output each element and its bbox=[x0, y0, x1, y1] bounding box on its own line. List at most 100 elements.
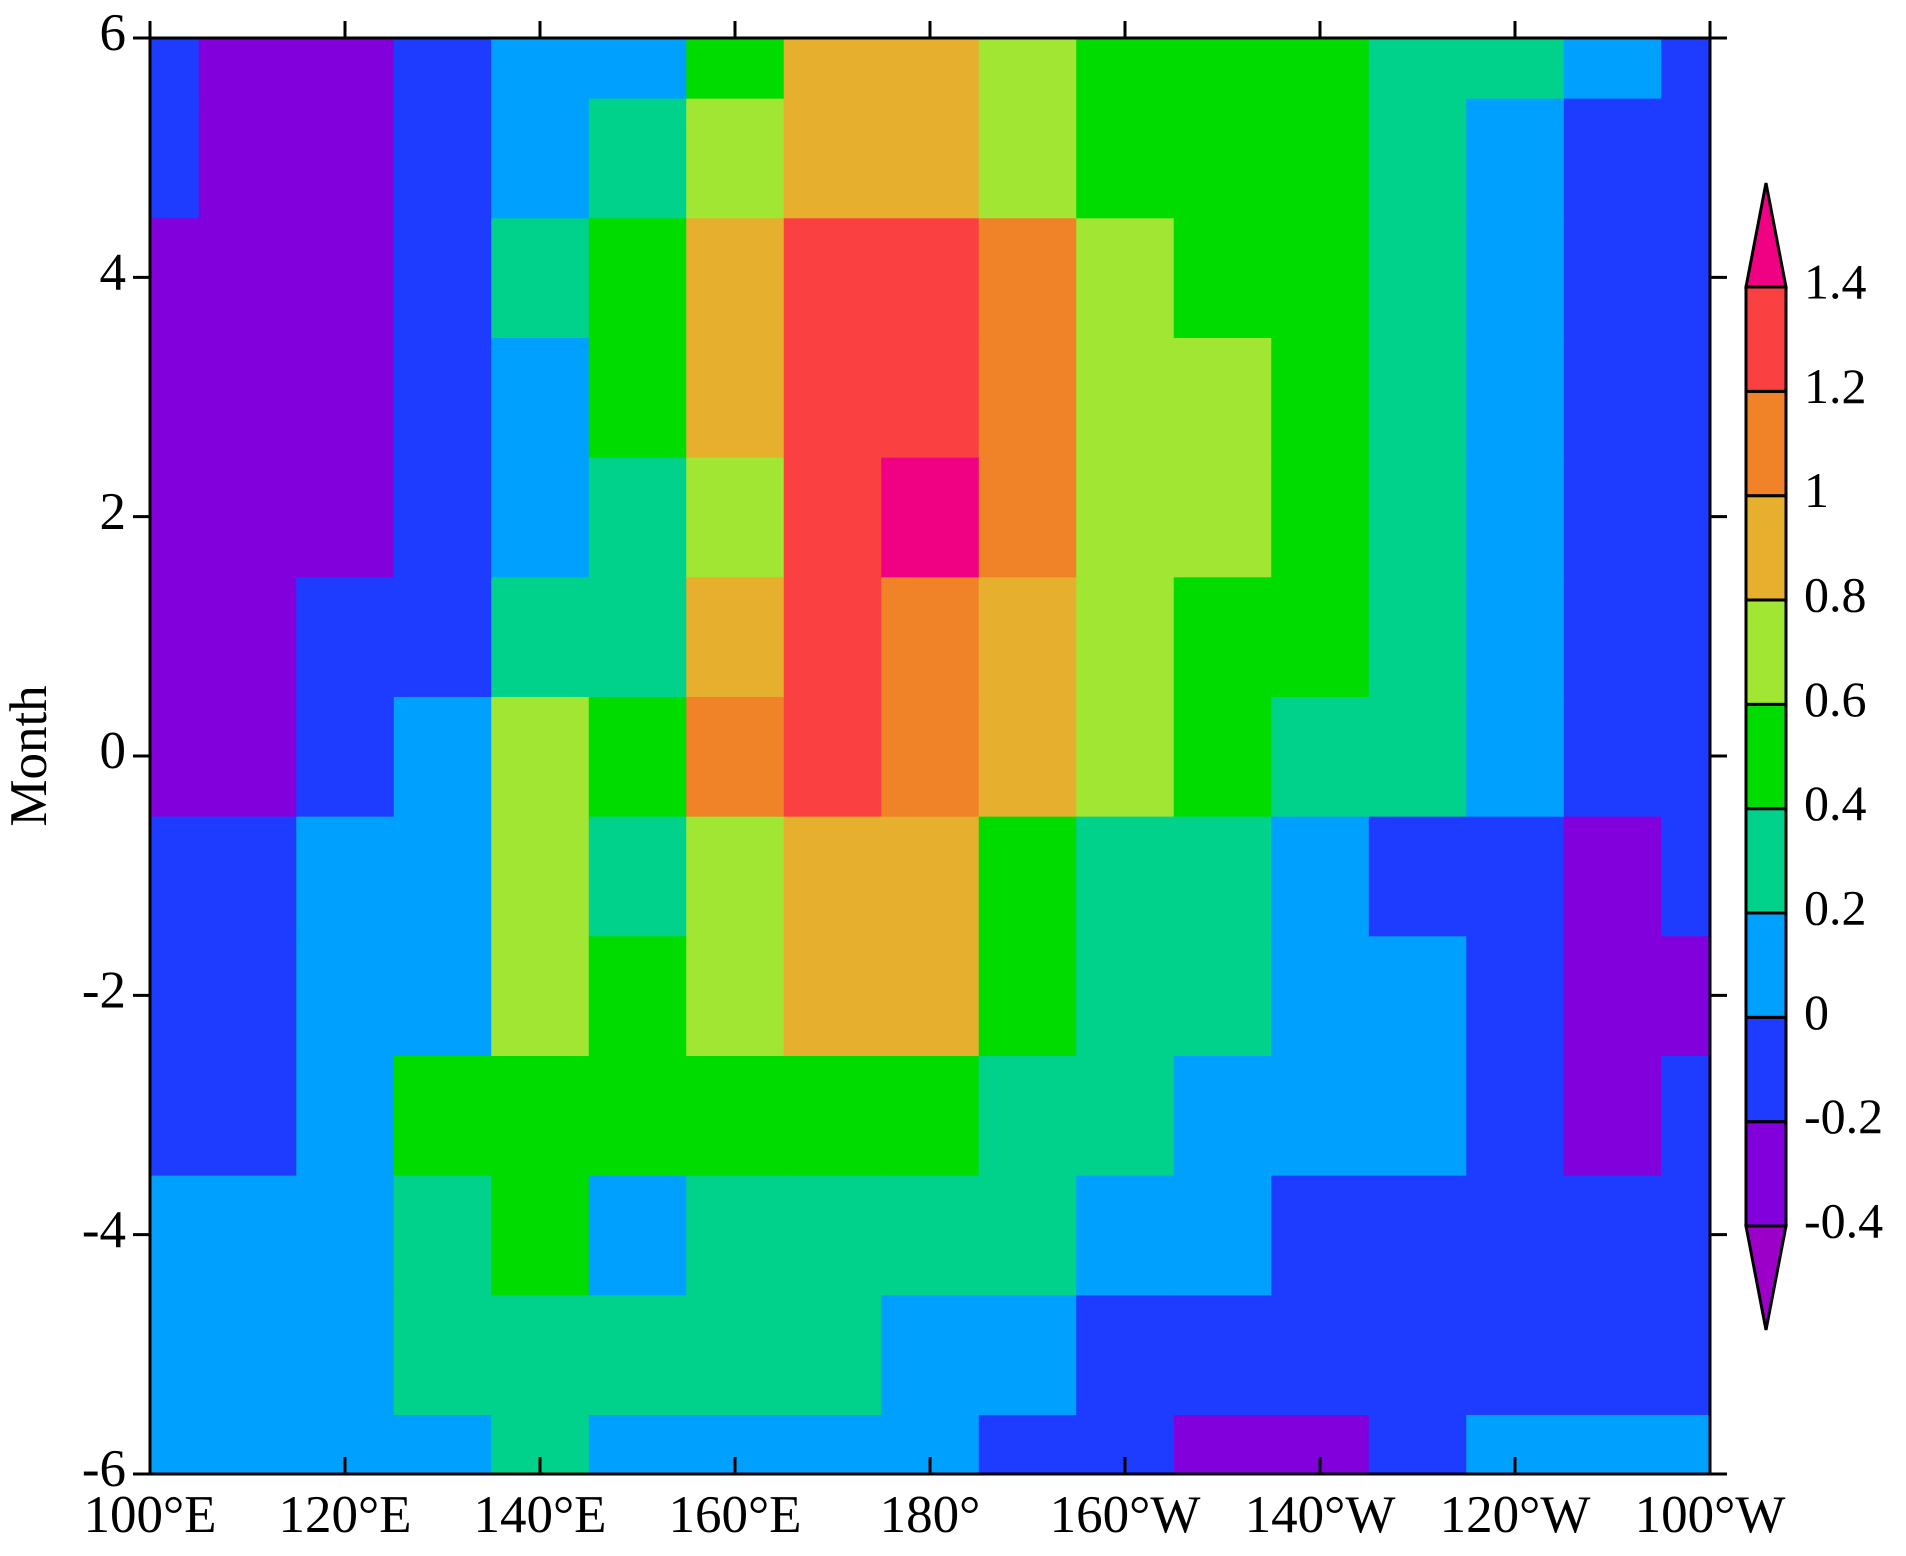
contour-cell bbox=[296, 217, 395, 338]
contour-cell bbox=[1661, 1414, 1710, 1474]
contour-cell bbox=[978, 1055, 1078, 1176]
contour-cell bbox=[1563, 576, 1663, 697]
contour-cell bbox=[978, 456, 1078, 578]
contour-cell bbox=[198, 815, 298, 937]
contour-cell bbox=[686, 38, 785, 99]
contour-cell bbox=[393, 38, 493, 99]
contour-cell bbox=[686, 935, 785, 1056]
y-tick-label: 0 bbox=[100, 722, 127, 780]
contour-cell bbox=[881, 576, 980, 697]
contour-cell bbox=[1368, 456, 1468, 578]
contour-cell bbox=[1173, 935, 1273, 1056]
contour-cell bbox=[150, 935, 200, 1056]
contour-cell bbox=[1271, 1174, 1370, 1296]
contour-cell bbox=[881, 456, 980, 578]
contour-cell bbox=[783, 38, 883, 99]
contour-cell bbox=[296, 935, 395, 1056]
contour-cell bbox=[881, 217, 980, 338]
contour-cell bbox=[1661, 337, 1710, 458]
colorbar-label: 0.4 bbox=[1804, 775, 1867, 831]
contour-cell bbox=[783, 1294, 883, 1415]
colorbar-segment bbox=[1744, 911, 1788, 1019]
contour-cell bbox=[588, 696, 688, 817]
colorbar-label: 1.4 bbox=[1804, 253, 1867, 309]
contour-cell bbox=[881, 696, 980, 817]
contour-cell bbox=[491, 1174, 590, 1296]
contour-cell bbox=[1076, 456, 1175, 578]
colorbar-segment bbox=[1744, 1015, 1788, 1124]
contour-cell bbox=[1368, 1174, 1468, 1296]
contour-cell bbox=[588, 217, 688, 338]
contour-cell bbox=[296, 1174, 395, 1296]
contour-cell bbox=[393, 1294, 493, 1415]
contour-cell bbox=[393, 935, 493, 1056]
contour-cell bbox=[296, 815, 395, 937]
contour-cell bbox=[296, 1294, 395, 1415]
contour-cell bbox=[588, 1294, 688, 1415]
contour-cell bbox=[1661, 97, 1710, 219]
x-tick-label: 120°W bbox=[1440, 1486, 1591, 1544]
contour-cell bbox=[296, 337, 395, 458]
contour-cell bbox=[783, 576, 883, 697]
contour-cell bbox=[198, 576, 298, 697]
contour-cell bbox=[686, 337, 785, 458]
contour-cell bbox=[150, 576, 200, 697]
contour-cell bbox=[1271, 38, 1370, 99]
contour-cell bbox=[491, 217, 590, 338]
contour-cell bbox=[1271, 696, 1370, 817]
y-tick-label: 6 bbox=[100, 4, 127, 62]
contour-cell bbox=[1368, 1055, 1468, 1176]
contour-cell bbox=[1466, 576, 1565, 697]
contour-cell bbox=[978, 1414, 1078, 1474]
contour-cell bbox=[393, 1055, 493, 1176]
contour-cell bbox=[1076, 815, 1175, 937]
contour-cell bbox=[150, 38, 200, 99]
contour-cell bbox=[1271, 97, 1370, 219]
contour-cell bbox=[1271, 337, 1370, 458]
contour-cell bbox=[978, 217, 1078, 338]
contour-cell bbox=[588, 1414, 688, 1474]
contour-cell bbox=[978, 337, 1078, 458]
contour-cell bbox=[1466, 696, 1565, 817]
contour-cell bbox=[491, 38, 590, 99]
contour-cell bbox=[393, 456, 493, 578]
contour-cell bbox=[1563, 935, 1663, 1056]
contour-cell bbox=[491, 935, 590, 1056]
colorbar-label: 1.2 bbox=[1804, 358, 1867, 414]
colorbar: -0.4 -0.2 0 0.2 0.4 0.6 0.8 1 1.2 1.4 bbox=[1744, 182, 1883, 1331]
contour-cell bbox=[393, 337, 493, 458]
contour-cell bbox=[1466, 1174, 1565, 1296]
colorbar-segment bbox=[1744, 702, 1788, 811]
contour-cell bbox=[783, 935, 883, 1056]
contour-cell bbox=[1271, 815, 1370, 937]
contour-cell bbox=[491, 696, 590, 817]
x-tick-label: 140°E bbox=[473, 1486, 606, 1544]
y-tick-label: 4 bbox=[100, 243, 127, 301]
contour-cell bbox=[978, 696, 1078, 817]
contour-cell bbox=[881, 1174, 980, 1296]
contour-cell bbox=[1076, 935, 1175, 1056]
colorbar-label: 0.6 bbox=[1804, 671, 1867, 727]
contour-cell bbox=[1173, 696, 1273, 817]
contour-cell bbox=[198, 337, 298, 458]
contour-cell bbox=[393, 1414, 493, 1474]
contour-cell bbox=[1271, 217, 1370, 338]
contour-cell bbox=[150, 337, 200, 458]
contour-cell bbox=[686, 1294, 785, 1415]
colorbar-lower-extension bbox=[1744, 1224, 1788, 1331]
x-tick-label: 160°E bbox=[668, 1486, 801, 1544]
contour-cell bbox=[198, 217, 298, 338]
contour-cell bbox=[1271, 456, 1370, 578]
contour-cell bbox=[783, 337, 883, 458]
contour-cell bbox=[1173, 217, 1273, 338]
contour-cell bbox=[1661, 576, 1710, 697]
contour-cell bbox=[783, 815, 883, 937]
contour-cell bbox=[1368, 217, 1468, 338]
contour-cell bbox=[296, 1055, 395, 1176]
contour-cell bbox=[1466, 815, 1565, 937]
contour-cell bbox=[1661, 935, 1710, 1056]
contour-cell bbox=[198, 935, 298, 1056]
contour-cell bbox=[881, 38, 980, 99]
contour-cell bbox=[588, 456, 688, 578]
colorbar-segment bbox=[1744, 1120, 1788, 1228]
